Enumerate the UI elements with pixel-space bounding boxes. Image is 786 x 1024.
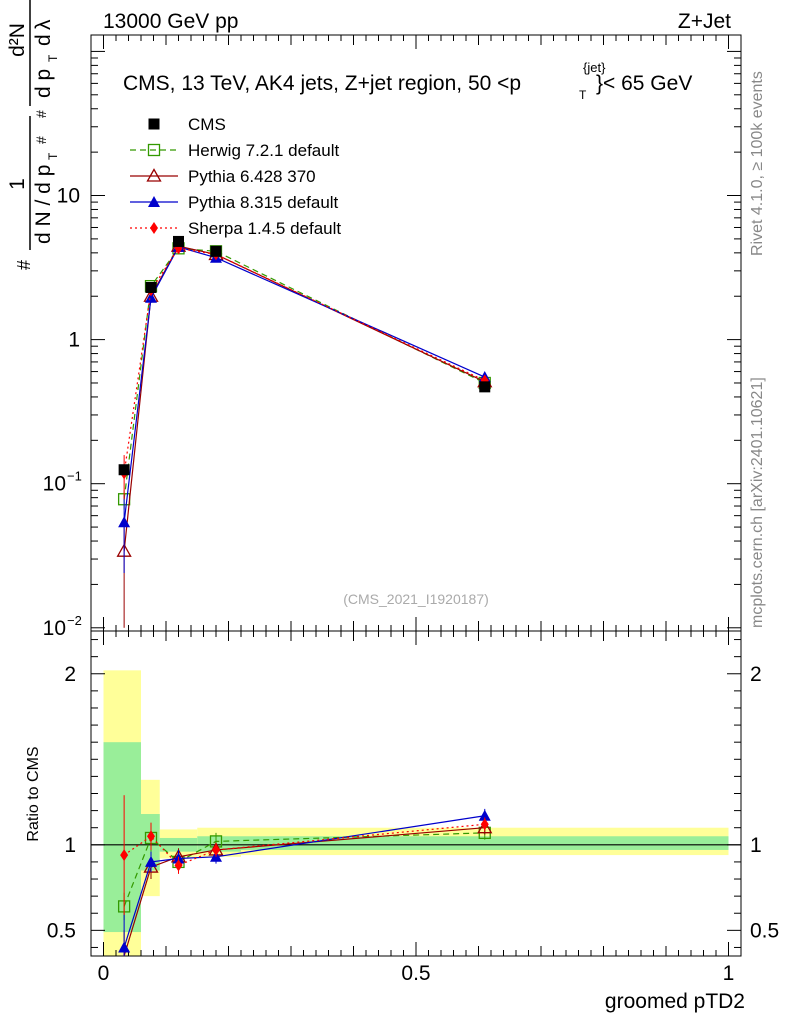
uncertainty-band-inner (197, 836, 241, 852)
ylabel-frac2-den-end: d (32, 34, 55, 46)
y-tick-label: 10 (43, 617, 66, 640)
chart-title: CMS, 13 TeV, AK4 jets, Z+jet region, 50 … (123, 72, 521, 95)
legend-label: Pythia 6.428 370 (188, 167, 316, 186)
ratio-data-point (174, 859, 183, 872)
legend-item: Pythia 6.428 370 (130, 167, 316, 186)
ylabel-frac1-den-sub: T (46, 152, 60, 160)
ylabel-frac1-den: d N / d p (32, 165, 55, 244)
rivet-label: Rivet 4.1.0, ≥ 100k events (749, 71, 766, 256)
legend-label: Sherpa 1.4.5 default (188, 219, 341, 238)
legend-item: Sherpa 1.4.5 default (130, 219, 341, 238)
series-line (123, 247, 486, 474)
series-sherpa-1-4-5-default (120, 242, 489, 500)
main-ylabel: # 1 d N / d p T # d²N d p T d λ # (6, 0, 60, 270)
series-pythia-8-315-default (118, 240, 491, 574)
ratio-data-point (147, 830, 155, 843)
ratio-series-line (123, 832, 485, 907)
ylabel-frac2-den-sub: T (46, 54, 60, 62)
legend-label: CMS (188, 115, 226, 134)
title-end: }< 65 GeV (596, 72, 692, 95)
legend-item: Pythia 8.315 default (130, 193, 339, 212)
ratio-series-line (123, 823, 485, 867)
series-pythia-6-428-370 (116, 238, 493, 628)
title-main: CMS, 13 TeV, AK4 jets, Z+jet region, 50 … (123, 72, 521, 95)
legend-item: Herwig 7.2.1 default (130, 141, 339, 160)
ylabel-frac2-den-lambda: λ (32, 19, 55, 30)
data-point (479, 381, 491, 393)
y-tick-exponent: −2 (67, 613, 82, 628)
ratio-series (117, 795, 493, 957)
series-cms (118, 235, 491, 476)
legend-marker (148, 118, 160, 130)
x-tick-label: 0.5 (401, 962, 430, 985)
ratio-ylabel: Ratio to CMS (25, 746, 42, 841)
data-point (118, 464, 130, 476)
ratio-data-point (478, 809, 491, 821)
data-point (118, 516, 131, 528)
watermark: (CMS_2021_I1920187) (343, 591, 489, 607)
ratio-data-point (145, 855, 157, 867)
legend-marker (150, 222, 158, 234)
ratio-y-tick-label-right: 0.5 (750, 919, 779, 942)
legend-marker (146, 168, 162, 182)
legend-marker (148, 196, 160, 207)
y-tick-label: 10 (57, 185, 80, 208)
data-point (145, 281, 157, 293)
legend-item: CMS (148, 115, 226, 134)
ylabel-hash2: # (33, 136, 49, 144)
legend-label: Herwig 7.2.1 default (188, 141, 339, 160)
ratio-y-tick-label-right: 2 (750, 663, 762, 686)
uncertainty-band-inner (141, 814, 160, 871)
ylabel-frac2-num: d²N (6, 23, 29, 57)
mcplots-label: mcplots.cern.ch [arXiv:2401.10621] (749, 377, 766, 628)
header-left-label: 13000 GeV pp (103, 10, 238, 33)
legend: CMS Herwig 7.2.1 default Pythia 6.428 370 P… (130, 115, 341, 238)
data-point (145, 291, 157, 303)
data-point (210, 245, 222, 257)
y-tick-label: 1 (68, 329, 80, 352)
ratio-bands (91, 670, 741, 956)
xlabel: groomed pTD2 (605, 990, 745, 1013)
ratio-series-sherpa-1-4-5-default (120, 795, 489, 915)
ratio-data-point (118, 941, 131, 953)
x-tick-label: 1 (723, 962, 735, 985)
ylabel-hash1: # (14, 260, 34, 270)
y-tick-exponent: −1 (67, 469, 82, 484)
series-line (123, 246, 485, 523)
ylabel-hash3: # (33, 110, 49, 118)
x-tick-label: 0 (98, 962, 110, 985)
ratio-data-point (120, 849, 129, 862)
ratio-frame (90, 630, 742, 957)
header-right-label: Z+Jet (678, 10, 731, 33)
ylabel-frac1-num: 1 (6, 178, 29, 190)
ratio-axis-ticks: 2 2 1 1 0.5 0.5 0 0.5 1 (47, 631, 779, 985)
title-sub: T (579, 88, 587, 102)
ratio-data-point (212, 843, 220, 856)
ratio-y-tick-label: 2 (64, 663, 76, 686)
uncertainty-band-inner (103, 742, 141, 933)
data-point (173, 235, 184, 247)
series-line (123, 245, 486, 552)
main-series (116, 235, 493, 628)
series-herwig-7-2-1-default (117, 242, 491, 510)
ratio-y-tick-label: 0.5 (47, 919, 76, 942)
ratio-y-tick-label: 1 (64, 834, 76, 857)
title-sup: {jet} (583, 60, 606, 75)
ratio-panel: 2 2 1 1 0.5 0.5 0 0.5 1 Ratio to CMS groomed pTD… (25, 630, 779, 1013)
ratio-data-point (480, 818, 489, 831)
legend-label: Pythia 8.315 default (188, 193, 339, 212)
ratio-data-point (477, 819, 493, 834)
series-line (123, 247, 486, 500)
legend-marker (147, 143, 161, 157)
y-tick-label: 10 (43, 473, 66, 496)
ratio-y-tick-label-right: 1 (750, 834, 762, 857)
ylabel-frac2-den: d p (32, 69, 55, 98)
uncertainty-band-inner (241, 836, 729, 850)
